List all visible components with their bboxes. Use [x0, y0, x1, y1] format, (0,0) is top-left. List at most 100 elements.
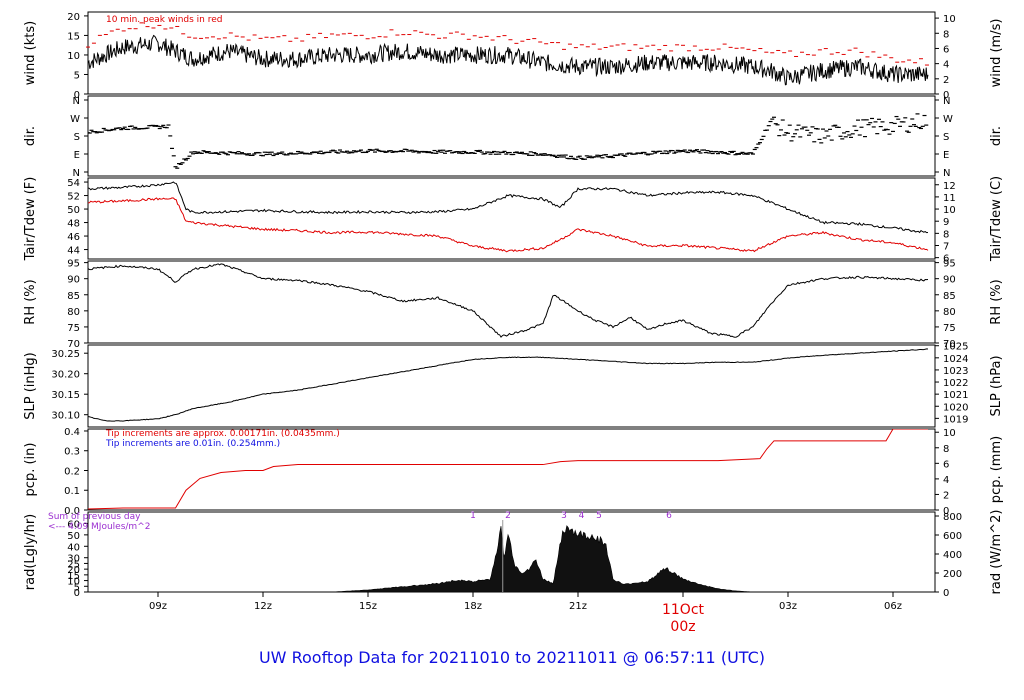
panel-slp: [84, 344, 939, 428]
series-line-temp-1: [88, 197, 929, 253]
left-axis-label: Tair/Tdew (F): [23, 177, 38, 262]
left-tick-label: 50: [67, 205, 80, 216]
left-tick-label: 50: [67, 531, 80, 542]
panel-frame: [87, 177, 936, 260]
series-line-wind-0: [88, 34, 929, 86]
left-axis-label: wind (kts): [23, 21, 38, 85]
radiation-marker: 1: [470, 511, 476, 521]
right-tick-label: 1025: [943, 342, 968, 353]
radiation-marker: 2: [505, 511, 511, 521]
peak-wind-note: 10 min. peak winds in red: [106, 15, 223, 25]
right-tick-label: 4: [943, 475, 949, 486]
right-axis-label: wind (m/s): [989, 19, 1004, 88]
right-tick-label: 6: [943, 459, 949, 470]
left-tick-label: 20: [67, 12, 80, 23]
right-tick-label: 6: [943, 44, 949, 55]
panel-rh: [84, 260, 939, 344]
right-tick-label: 7: [943, 242, 949, 253]
panel-frame: [87, 11, 936, 95]
left-tick-label: 30: [67, 554, 80, 565]
left-tick-label: 0.3: [64, 447, 80, 458]
panel-pcp: [84, 428, 939, 511]
chart-title: UW Rooftop Data for 20211010 to 20211011…: [258, 648, 766, 667]
right-tick-label: 4: [943, 60, 949, 71]
radiation-area: [332, 525, 754, 592]
x-tick-label: 06z: [884, 601, 902, 612]
left-tick-label: 20: [67, 565, 80, 576]
series-line-slp-0: [88, 348, 929, 422]
x-tick-label: 03z: [779, 601, 797, 612]
left-tick-label: 30.15: [51, 390, 80, 401]
left-tick-label: 5: [74, 70, 80, 81]
left-tick-label: 10: [67, 577, 80, 588]
left-tick-label: 0: [74, 588, 80, 599]
date-label: 11Oct: [662, 602, 705, 618]
right-tick-label: 1024: [943, 354, 968, 365]
x-tick-label: 18z: [464, 601, 482, 612]
left-tick-label: 85: [67, 291, 80, 302]
right-tick-label: 1021: [943, 390, 968, 401]
left-axis-label: dir.: [23, 126, 38, 146]
right-tick-label: 1023: [943, 366, 968, 377]
left-tick-label: 54: [67, 178, 80, 189]
right-tick-label: 75: [943, 323, 956, 334]
left-tick-label: 0: [74, 90, 80, 101]
right-tick-label: 0: [943, 588, 949, 599]
series-line-temp-0: [88, 181, 929, 234]
left-tick-label: 70: [67, 339, 80, 350]
right-tick-label: 2: [943, 490, 949, 501]
right-tick-label: 8: [943, 29, 949, 40]
panel-note: <--- 4.09 MJoules/m^2: [48, 522, 150, 532]
left-axis-label: pcp. (in): [23, 443, 38, 497]
x-tick-label: 12z: [254, 601, 272, 612]
right-tick-label: W: [943, 114, 953, 125]
radiation-marker: 6: [666, 511, 672, 521]
right-tick-label: 10: [943, 428, 956, 439]
x-tick-label: 15z: [359, 601, 377, 612]
right-axis-label: rad (W/m^2): [989, 510, 1004, 595]
x-tick-label: 09z: [149, 601, 167, 612]
left-tick-label: 60: [67, 519, 80, 530]
x-tick-label: 21z: [569, 601, 587, 612]
left-tick-label: 46: [67, 232, 80, 243]
left-tick-label: 0.1: [64, 486, 80, 497]
right-axis-label: dir.: [989, 126, 1004, 146]
left-tick-label: 25: [67, 559, 80, 570]
right-tick-label: N: [943, 96, 950, 107]
left-axis-label: RH (%): [23, 279, 38, 324]
right-axis-label: SLP (hPa): [989, 355, 1004, 416]
right-tick-label: S: [943, 132, 949, 143]
right-tick-label: 8: [943, 444, 949, 455]
right-tick-label: 0: [943, 90, 949, 101]
right-tick-label: 10: [943, 14, 956, 25]
panel-frame: [87, 428, 936, 511]
right-tick-label: 11: [943, 193, 956, 204]
left-tick-label: 5: [74, 582, 80, 593]
left-tick-label: 52: [67, 192, 80, 203]
left-tick-label: W: [70, 114, 80, 125]
right-axis-label: pcp. (mm): [989, 436, 1004, 503]
right-tick-label: 6: [943, 254, 949, 265]
left-tick-label: 30.25: [51, 349, 80, 360]
panel-frame: [87, 95, 936, 177]
panel-note: Sum of previous day: [48, 512, 141, 522]
right-axis-label: Tair/Tdew (C): [989, 176, 1004, 262]
left-axis-label: rad(Lgly/hr): [23, 514, 38, 590]
right-tick-label: 70: [943, 339, 956, 350]
date-label-hour: 00z: [670, 619, 695, 635]
right-tick-label: 85: [943, 291, 956, 302]
radiation-marker: 3: [561, 511, 567, 521]
right-axis-label: RH (%): [989, 279, 1004, 324]
left-tick-label: 95: [67, 259, 80, 270]
left-tick-label: N: [73, 168, 80, 179]
left-tick-label: 30.20: [51, 370, 80, 381]
left-tick-label: E: [74, 150, 80, 161]
left-tick-label: 90: [67, 275, 80, 286]
right-tick-label: 1022: [943, 378, 968, 389]
panel-note: Tip increments are approx. 0.00171in. (0…: [105, 429, 340, 439]
radiation-marker: 4: [579, 511, 585, 521]
right-tick-label: 9: [943, 217, 949, 228]
panel-note: Tip increments are 0.01in. (0.254mm.): [105, 439, 280, 449]
left-tick-label: 80: [67, 307, 80, 318]
left-tick-label: 0.0: [64, 506, 80, 517]
